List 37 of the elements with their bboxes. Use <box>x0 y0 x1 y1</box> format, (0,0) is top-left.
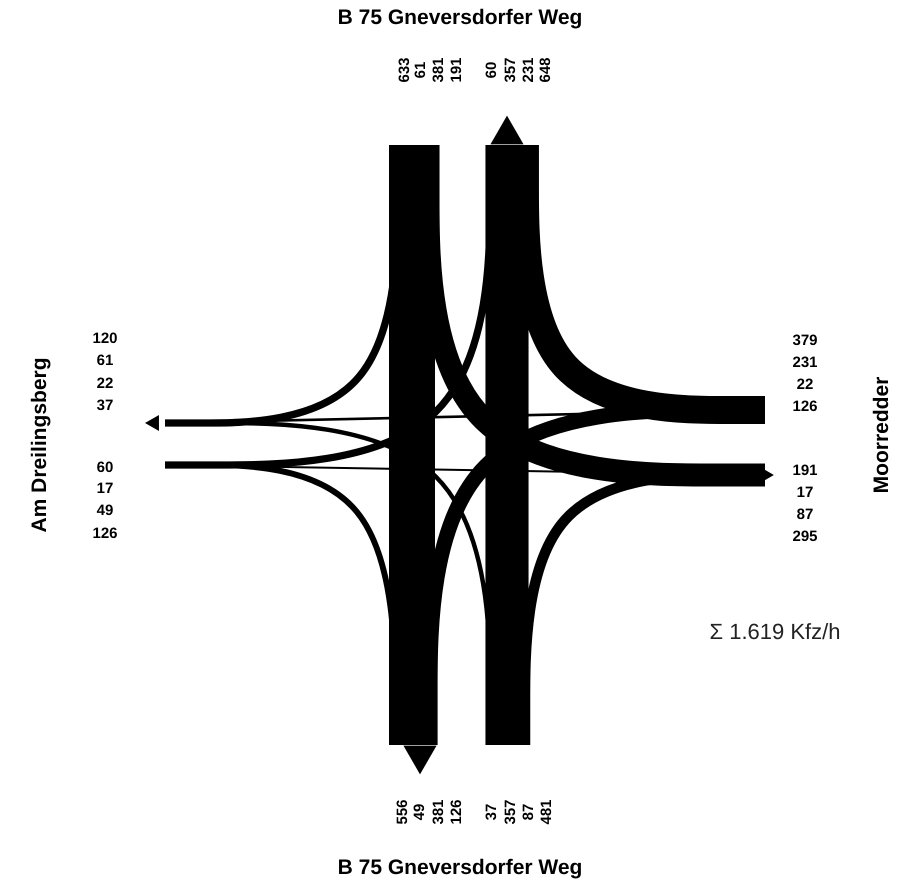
text: 481 <box>538 799 555 825</box>
data-label: 60 <box>483 62 500 78</box>
data-label: 17 <box>96 480 114 497</box>
text: 295 <box>792 528 818 545</box>
data-label: 126 <box>448 799 465 825</box>
data-label: 61 <box>412 62 429 78</box>
data-label: 231 <box>520 57 537 83</box>
data-label: 37 <box>483 804 500 820</box>
text: 120 <box>92 330 118 347</box>
data-label: 231 <box>792 354 818 371</box>
text: 556 <box>394 799 411 825</box>
category-label: B 75 Gneversdorfer Weg <box>338 6 582 29</box>
text: 633 <box>396 57 413 83</box>
data-label: 357 <box>502 57 519 83</box>
data-label: 381 <box>430 799 447 825</box>
data-label: 22 <box>96 375 114 392</box>
data-label: 22 <box>796 376 814 393</box>
data-label: 60 <box>96 459 114 476</box>
text: 379 <box>792 332 818 349</box>
data-label: 49 <box>96 502 114 519</box>
data-label: 87 <box>520 804 537 820</box>
data-label: 357 <box>502 799 519 825</box>
data-label: 191 <box>792 462 818 479</box>
data-label: 87 <box>796 506 814 523</box>
data-label: 381 <box>430 57 447 83</box>
category-label: Am Dreilingsberg <box>28 357 51 533</box>
data-label: 126 <box>792 398 818 415</box>
category-label: B 75 Gneversdorfer Weg <box>338 856 582 879</box>
data-label: 17 <box>796 484 814 501</box>
data-label: 49 <box>411 804 428 820</box>
text: 648 <box>537 57 554 83</box>
data-label: 191 <box>448 57 465 83</box>
category-label: Moorredder <box>870 376 893 494</box>
data-label: 37 <box>96 397 114 414</box>
text: Σ 1.619 Kfz/h <box>709 619 841 644</box>
data-label: 61 <box>96 352 114 369</box>
text: 126 <box>92 525 118 542</box>
